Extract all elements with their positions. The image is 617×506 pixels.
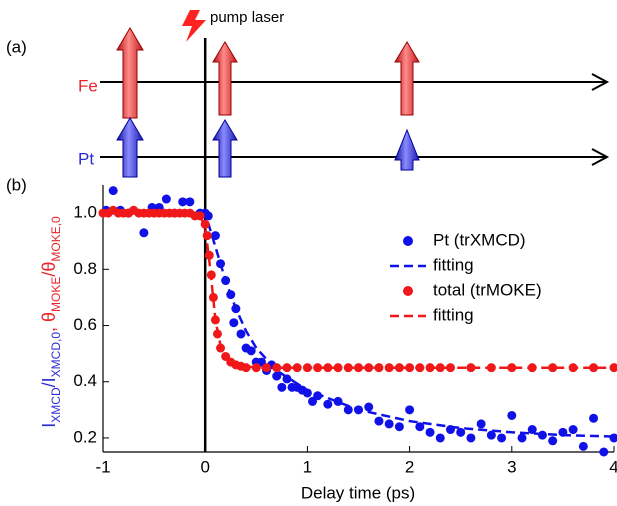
y-label-part: /θ xyxy=(39,262,59,277)
data-point xyxy=(108,186,118,196)
data-point xyxy=(161,194,171,204)
legend-marker xyxy=(403,236,413,246)
data-point xyxy=(195,211,205,221)
x-tick-label: 4 xyxy=(609,457,617,476)
data-point xyxy=(486,430,496,440)
data-point xyxy=(405,405,415,415)
timelines xyxy=(100,73,610,166)
panel-label: (b) xyxy=(6,175,27,194)
x-tick-label: 0 xyxy=(200,457,209,476)
data-point xyxy=(185,197,195,207)
legend-label: fitting xyxy=(433,305,474,324)
y-tick-label: 0.8 xyxy=(73,259,97,278)
plot: (b) Delay time (ps) IXMCD/IXMCD,0, θMOKE… xyxy=(6,175,415,502)
data-point xyxy=(435,433,445,443)
data-point xyxy=(384,419,394,429)
data-point xyxy=(323,363,333,373)
data-point xyxy=(236,329,246,339)
data-point xyxy=(282,363,292,373)
data-point xyxy=(415,422,425,432)
data-point xyxy=(333,396,343,406)
fit-line xyxy=(103,211,614,369)
legend-label: total (trMOKE) xyxy=(433,280,542,299)
data-point xyxy=(578,441,588,451)
data-point xyxy=(466,363,476,373)
schematic: (a) Fe Pt pump laser xyxy=(6,9,610,178)
data-point xyxy=(548,436,558,446)
data-point xyxy=(425,427,435,437)
data-point xyxy=(517,433,527,443)
data-point xyxy=(208,292,218,302)
legend-marker xyxy=(403,286,413,296)
data-point xyxy=(548,363,558,373)
data-point xyxy=(435,363,445,373)
data-point xyxy=(374,416,384,426)
data-point xyxy=(246,346,256,356)
y-label-sub: MOKE xyxy=(49,277,63,312)
data-point xyxy=(178,197,188,207)
data-point xyxy=(507,410,517,420)
data-point xyxy=(272,371,282,381)
data-point xyxy=(251,363,261,373)
x-tick-label: 2 xyxy=(405,457,414,476)
data-point xyxy=(364,363,374,373)
x-tick-label: 1 xyxy=(303,457,312,476)
data-point xyxy=(456,427,466,437)
data-point xyxy=(476,419,486,429)
data-point xyxy=(394,422,404,432)
y-label-part: , θ xyxy=(39,312,59,332)
data-point xyxy=(229,318,239,328)
data-point xyxy=(507,363,517,373)
laser-icon xyxy=(182,10,206,42)
data-point xyxy=(354,363,363,373)
data-point xyxy=(568,425,578,435)
x-axis-label: Delay time (ps) xyxy=(301,483,415,502)
data-point xyxy=(609,433,617,443)
data-point xyxy=(599,447,609,457)
y-label-sub: MOKE,0 xyxy=(49,216,63,262)
data-point xyxy=(323,399,333,409)
data-point xyxy=(343,405,353,415)
row-label: Pt xyxy=(78,149,94,168)
pump-label: pump laser xyxy=(210,9,284,26)
data-point xyxy=(139,228,149,238)
data-point xyxy=(466,433,476,443)
y-label-sub: XMCD,0 xyxy=(49,332,63,378)
legend-label: Pt (trXMCD) xyxy=(433,230,526,249)
data-point xyxy=(394,363,404,373)
y-tick-label: 0.6 xyxy=(73,315,97,334)
data-point xyxy=(589,413,599,423)
fit-line xyxy=(103,211,615,438)
spin-arrows xyxy=(116,27,420,178)
y-label-sub: XMCD xyxy=(49,387,63,423)
y-label-part: /I xyxy=(39,377,59,387)
data-point xyxy=(527,425,537,435)
data-point xyxy=(497,433,507,443)
data-point xyxy=(364,402,374,412)
row-label: Fe xyxy=(78,76,98,95)
data-point xyxy=(589,363,599,373)
y-label-part: I xyxy=(39,423,59,428)
y-tick-label: 0.4 xyxy=(73,371,97,390)
y-tick-label: 1.0 xyxy=(73,203,97,222)
data-point xyxy=(204,250,214,260)
y-axis-label: IXMCD/IXMCD,0, θMOKE/θMOKE,0 xyxy=(39,216,63,428)
x-tick-label: -1 xyxy=(95,457,110,476)
data-point xyxy=(277,382,287,392)
legend-label: fitting xyxy=(433,255,474,274)
x-tick-label: 3 xyxy=(507,457,516,476)
panel-label: (a) xyxy=(6,37,27,56)
y-tick-label: 0.2 xyxy=(73,427,97,446)
